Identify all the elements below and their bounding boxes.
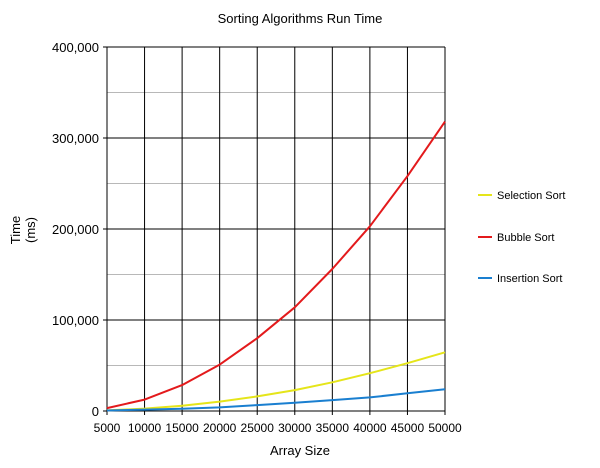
x-tick-label: 5000 — [94, 421, 121, 435]
y-axis-label-line-1: Time — [8, 216, 23, 244]
x-axis-label: Array Size — [270, 443, 330, 458]
y-axis-label-line-2: (ms) — [23, 217, 38, 243]
y-tick-label: 200,000 — [52, 222, 99, 237]
series-line-bubble-sort — [106, 121, 446, 410]
x-tick-label: 40000 — [353, 421, 387, 435]
x-tick-label: 30000 — [278, 421, 312, 435]
legend-label-bubble-sort: Bubble Sort — [497, 232, 554, 244]
series-line-insertion-sort — [106, 388, 446, 412]
y-axis-label: Time (ms) — [8, 216, 38, 244]
x-tick-label: 45000 — [391, 421, 425, 435]
y-tick-label: 100,000 — [52, 313, 99, 328]
series-line-selection-sort — [106, 351, 446, 412]
x-tick-labels: 5000 10000 15000 20000 25000 30000 35000 40000 4… — [94, 421, 462, 435]
x-tick-label: 50000 — [428, 421, 462, 435]
y-tick-labels: 0 100,000 200,000 300,000 400,000 — [52, 40, 99, 419]
series-lines — [106, 121, 446, 412]
x-tick-label: 10000 — [128, 421, 162, 435]
legend: Selection Sort Bubble Sort Insertion Sort — [478, 190, 565, 285]
y-tick-label: 0 — [92, 404, 99, 419]
y-tick-label: 400,000 — [52, 40, 99, 55]
x-tick-label: 25000 — [241, 421, 275, 435]
x-tick-label: 35000 — [316, 421, 350, 435]
chart-title: Sorting Algorithms Run Time — [218, 11, 383, 26]
x-tick-label: 20000 — [203, 421, 237, 435]
legend-label-selection-sort: Selection Sort — [497, 190, 565, 202]
grid — [103, 46, 446, 415]
y-tick-label: 300,000 — [52, 131, 99, 146]
legend-label-insertion-sort: Insertion Sort — [497, 273, 562, 285]
x-tick-label: 15000 — [165, 421, 199, 435]
